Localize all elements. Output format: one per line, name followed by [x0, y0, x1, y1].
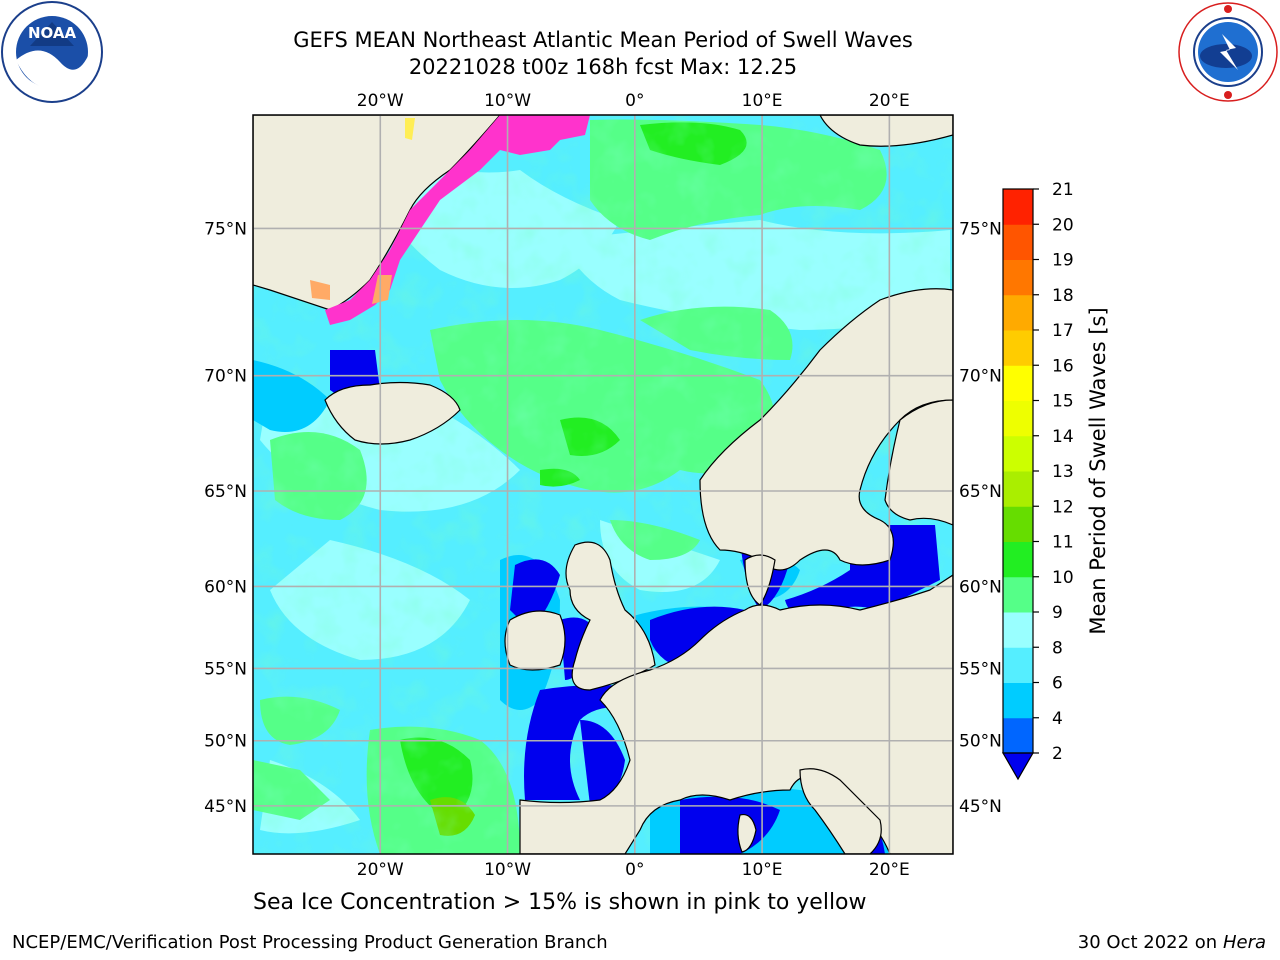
colorbar-swatch — [1003, 471, 1033, 507]
lat-tick-label-right: 50°N — [959, 732, 1002, 752]
lat-tick-label-right: 45°N — [959, 797, 1002, 817]
lat-tick-label-left: 70°N — [204, 367, 247, 387]
lon-tick-label-bottom: 20°E — [869, 860, 910, 880]
colorbar-tick-label: 10 — [1052, 568, 1074, 588]
colorbar-tick-label: 2 — [1052, 744, 1063, 764]
footer-credit: NCEP/EMC/Verification Post Processing Pr… — [12, 932, 608, 953]
lon-tick-label-top: 10°W — [484, 91, 531, 111]
colorbar-swatch — [1003, 435, 1033, 472]
nws-logo-icon — [1178, 2, 1278, 102]
sardinia — [737, 813, 757, 853]
lat-tick-label-left: 75°N — [204, 219, 247, 239]
colorbar-tick-label: 12 — [1052, 497, 1074, 517]
map-frame — [252, 114, 954, 855]
colorbar-extend-arrow — [1001, 752, 1035, 781]
colorbar-swatch — [1003, 576, 1033, 613]
colorbar-tick-label: 11 — [1052, 533, 1074, 553]
sea-ice — [310, 115, 590, 325]
colorbar-tick-label: 13 — [1052, 462, 1074, 482]
colorbar-tick-label: 15 — [1052, 392, 1074, 412]
colorbar-tick-label: 19 — [1052, 251, 1074, 271]
graticule — [253, 115, 953, 854]
italy — [799, 768, 882, 854]
colorbar-swatch — [1003, 506, 1033, 542]
colorbar-label: Mean Period of Swell Waves [s] — [1086, 307, 1110, 634]
lat-tick-label-right: 75°N — [959, 219, 1002, 239]
colorbar-swatch — [1003, 647, 1033, 683]
lat-tick-label-left: 55°N — [204, 659, 247, 679]
svalbard — [819, 115, 953, 147]
lat-tick-label-left: 65°N — [204, 482, 247, 502]
colorbar-tick-label: 21 — [1052, 180, 1074, 200]
colorbar-swatch — [1003, 717, 1033, 754]
ireland — [504, 610, 566, 671]
lon-tick-label-bottom: 20°W — [357, 860, 404, 880]
colorbar-tick-label: 16 — [1052, 356, 1074, 376]
lat-tick-label-right: 70°N — [959, 367, 1002, 387]
colorbar-tick-label: 17 — [1052, 321, 1074, 341]
colorbar-swatch — [1003, 682, 1033, 719]
noaa-logo-text: NOAA — [28, 24, 77, 42]
lat-tick-label-right: 60°N — [959, 577, 1002, 597]
colorbar-tick-label: 14 — [1052, 427, 1074, 447]
footer-date-text: 30 Oct 2022 on — [1077, 932, 1218, 953]
colorbar-tick-label: 6 — [1052, 674, 1063, 694]
lat-tick-label-left: 45°N — [204, 797, 247, 817]
colorbar-swatch — [1003, 612, 1033, 648]
lat-tick-label-right: 55°N — [959, 659, 1002, 679]
colorbar-swatch — [1003, 189, 1033, 225]
great-britain — [565, 541, 656, 691]
lon-tick-label-bottom: 0° — [625, 860, 644, 880]
colorbar-tick-label: 18 — [1052, 286, 1074, 306]
colorbar-tick-label: 8 — [1052, 638, 1063, 658]
colorbar-swatch — [1003, 541, 1033, 578]
lat-tick-label-left: 60°N — [204, 577, 247, 597]
colorbar-swatch — [1003, 400, 1033, 437]
map-plot-area — [253, 115, 953, 854]
noaa-logo-icon: NOAA — [1, 1, 103, 103]
colorbar-swatch — [1003, 259, 1033, 296]
chart-subtitle: 20221028 t00z 168h fcst Max: 12.25 — [408, 55, 798, 79]
colorbar-swatch — [1003, 294, 1033, 331]
colorbar-tick-label: 20 — [1052, 215, 1074, 235]
chart-title: GEFS MEAN Northeast Atlantic Mean Period… — [293, 28, 913, 52]
lon-tick-label-top: 20°E — [869, 91, 910, 111]
footer-machine: Hera — [1222, 932, 1266, 953]
axis-tick-labels: 20°W 20°W 10°W 10°W 0° 0° 10°E 10°E 20°E 20°E 75°N… — [204, 91, 1002, 880]
colorbar-tick-label: 9 — [1052, 603, 1063, 623]
lon-tick-label-top: 0° — [625, 91, 644, 111]
sea-ice-note: Sea Ice Concentration > 15% is shown in … — [253, 890, 867, 915]
footer-date: 30 Oct 2022 on Hera — [1078, 932, 1266, 953]
lon-tick-label-top: 10°E — [742, 91, 783, 111]
lon-tick-label-bottom: 10°E — [742, 860, 783, 880]
lon-tick-label-top: 20°W — [357, 91, 404, 111]
iceland — [324, 381, 461, 445]
lon-tick-label-bottom: 10°W — [484, 860, 531, 880]
colorbar-swatch — [1003, 224, 1033, 260]
lat-tick-label-right: 65°N — [959, 482, 1002, 502]
colorbar: 2 4 6 8 9 10 11 12 13 14 15 16 17 18 19 20 21 Mean Period… — [1001, 180, 1110, 781]
lat-tick-label-left: 50°N — [204, 732, 247, 752]
colorbar-swatch — [1003, 330, 1033, 366]
colorbar-swatch — [1003, 365, 1033, 401]
colorbar-tick-label: 4 — [1052, 709, 1063, 729]
